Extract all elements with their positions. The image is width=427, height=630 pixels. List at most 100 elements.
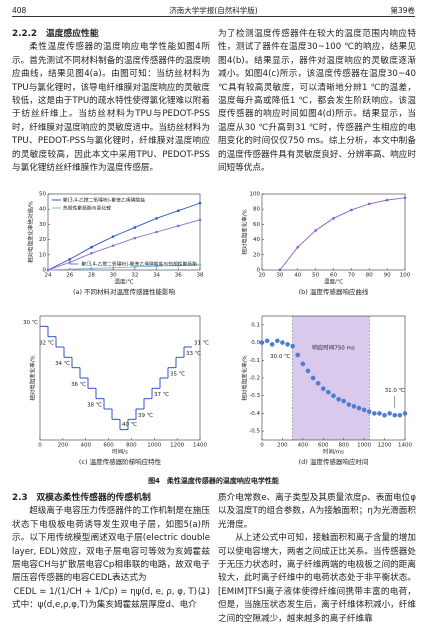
legend-label: 聚(3,4-乙撑二氧噻吩)-聚苯乙烯磺酸盐 xyxy=(63,197,145,204)
y-tick-label: -0.5 xyxy=(249,429,260,435)
y-tick-label: 20 xyxy=(253,252,260,258)
y-tick-label: 10 xyxy=(39,252,46,258)
y-tick-label: -0.1 xyxy=(249,358,260,364)
data-line xyxy=(47,264,201,271)
figure-caption: 图4 柔性温度传感器的温度响应电学性能 xyxy=(148,476,279,485)
y-tick-label: 60 xyxy=(253,222,260,228)
data-point xyxy=(264,338,270,344)
data-point xyxy=(198,201,202,205)
data-point xyxy=(133,265,137,269)
subfigure-caption: (a) 不同材料对温度传感器性能影响 xyxy=(73,287,176,296)
data-point xyxy=(111,266,115,270)
annotation: 36 ℃ xyxy=(71,381,86,388)
data-point xyxy=(155,264,158,268)
data-point xyxy=(366,409,372,414)
data-point xyxy=(397,412,403,418)
volume: 第39卷 xyxy=(390,6,415,15)
x-tick-label: 26 xyxy=(66,273,73,279)
x-tick-label: 0 xyxy=(260,443,264,449)
y-tick-label: 40 xyxy=(253,237,260,243)
x-tick-label: 100 xyxy=(400,273,411,279)
data-point xyxy=(332,217,335,220)
y-tick-label: 30 xyxy=(39,222,46,228)
x-tick-label: 400 xyxy=(298,443,309,449)
data-point xyxy=(346,402,352,407)
data-point xyxy=(290,343,295,349)
data-point xyxy=(176,224,180,228)
y-tick-label: 0.1 xyxy=(251,322,260,328)
data-point xyxy=(296,245,300,249)
data-point xyxy=(155,230,158,234)
y-tick-label: 0.0 xyxy=(251,340,260,346)
annotation: 31.0 ℃ xyxy=(385,387,405,394)
journal-name: 济南大学学报(自然科学版) xyxy=(169,6,258,15)
data-point xyxy=(367,202,371,206)
paragraph: 为了检测温度传感器件在较大的温度范围内响应特性，测试了器件在温度30~100 ℃… xyxy=(218,29,416,174)
annotation: 34 ℃ xyxy=(55,360,70,367)
x-tick-label: 20 xyxy=(259,273,266,279)
section-heading: 2.2.2 温度感应性能 xyxy=(12,29,99,39)
subfigure-caption: (b) 温度传感器响应曲线 xyxy=(299,287,369,296)
legend-label: 热塑性聚氨酯与氯化锂 xyxy=(63,205,111,212)
data-point xyxy=(278,268,282,272)
x-tick-label: 200 xyxy=(58,443,69,449)
annotation: 32 ℃ xyxy=(39,340,54,347)
x-tick-label: 0 xyxy=(38,443,42,449)
data-point xyxy=(372,411,377,416)
paragraph: 从上述公式中可知，接触面积和离子含量的增加可以使电容增大，两者之间成正比关系。当… xyxy=(218,533,416,624)
data-point xyxy=(331,393,336,398)
annotation: 31 ℃ xyxy=(194,340,209,347)
subfigure-caption: (c) 温度传感器阶梯响应特性 xyxy=(79,457,162,466)
x-axis-label: 温度/℃ xyxy=(114,278,133,286)
equation: CEDL = 1/(1/CH + 1/Cp) = ηψ(d, e, ρ, φ, … xyxy=(12,586,210,599)
y-tick-label: 100 xyxy=(250,192,261,198)
x-tick-label: 36 xyxy=(175,273,182,279)
x-tick-label: 400 xyxy=(80,443,91,449)
highlight-region xyxy=(292,316,370,440)
column: 2.2.2 温度感应性能 柔性温度传感器的温度响应电学性能如图4所示。首先测试不… xyxy=(12,28,210,175)
y-axis-label: 相对电阻变化率/% xyxy=(29,355,37,401)
x-tick-label: 800 xyxy=(338,443,349,449)
paragraph: 柔性温度传感器的温度响应电学性能如图4所示。首先测试不同材料制备的温度传感器件的… xyxy=(12,42,210,174)
annotation: 39 ℃ xyxy=(138,412,153,419)
annotation: 30.0 ℃ xyxy=(270,353,290,360)
annotation: 37 ℃ xyxy=(154,391,169,398)
data-point xyxy=(326,389,331,395)
x-tick-label: 28 xyxy=(88,273,95,279)
paragraph: 质介电常数e、离子类型及其质量浓度ρ、表面电位φ以及温度T的组合参数，A为接触面… xyxy=(218,493,416,530)
data-point xyxy=(285,342,290,347)
data-point xyxy=(46,268,50,272)
x-tick-label: 1200 xyxy=(378,443,392,449)
data-point xyxy=(68,261,72,264)
x-tick-label: 1400 xyxy=(193,443,207,449)
data-point xyxy=(133,236,137,240)
data-point xyxy=(155,217,158,220)
annotation: 38 ℃ xyxy=(87,402,102,409)
data-point xyxy=(341,398,346,404)
x-tick-label: 32 xyxy=(131,273,138,279)
data-point xyxy=(392,412,398,418)
y-axis-label: 相对电阻变化率/% xyxy=(241,355,249,401)
data-point xyxy=(46,268,50,272)
data-point xyxy=(68,258,72,261)
data-point xyxy=(377,411,382,416)
data-point xyxy=(361,407,367,413)
y-tick-label: -0.3 xyxy=(249,393,260,399)
data-point xyxy=(176,209,180,213)
x-tick-label: 80 xyxy=(366,273,373,279)
column: 质介电常数e、离子类型及其质量浓度ρ、表面电位φ以及温度T的组合参数，A为接触面… xyxy=(218,492,416,628)
annotation: 响应时间750 ms xyxy=(312,343,355,351)
x-tick-label: 30 xyxy=(110,273,117,279)
data-point xyxy=(321,386,326,391)
data-point xyxy=(198,218,202,222)
data-point xyxy=(90,251,93,255)
data-point xyxy=(68,267,72,271)
x-tick-label: 38 xyxy=(197,273,204,279)
y-tick-label: 40 xyxy=(39,207,46,213)
x-tick-label: 90 xyxy=(384,273,391,279)
y-tick-label: -0.2 xyxy=(249,376,260,382)
column: 为了检测温度传感器件在较大的温度范围内响应特性，测试了器件在温度30~100 ℃… xyxy=(218,28,416,175)
y-tick-label: 0 xyxy=(43,268,47,274)
x-tick-label: 60 xyxy=(330,273,337,279)
x-tick-label: 800 xyxy=(126,443,137,449)
